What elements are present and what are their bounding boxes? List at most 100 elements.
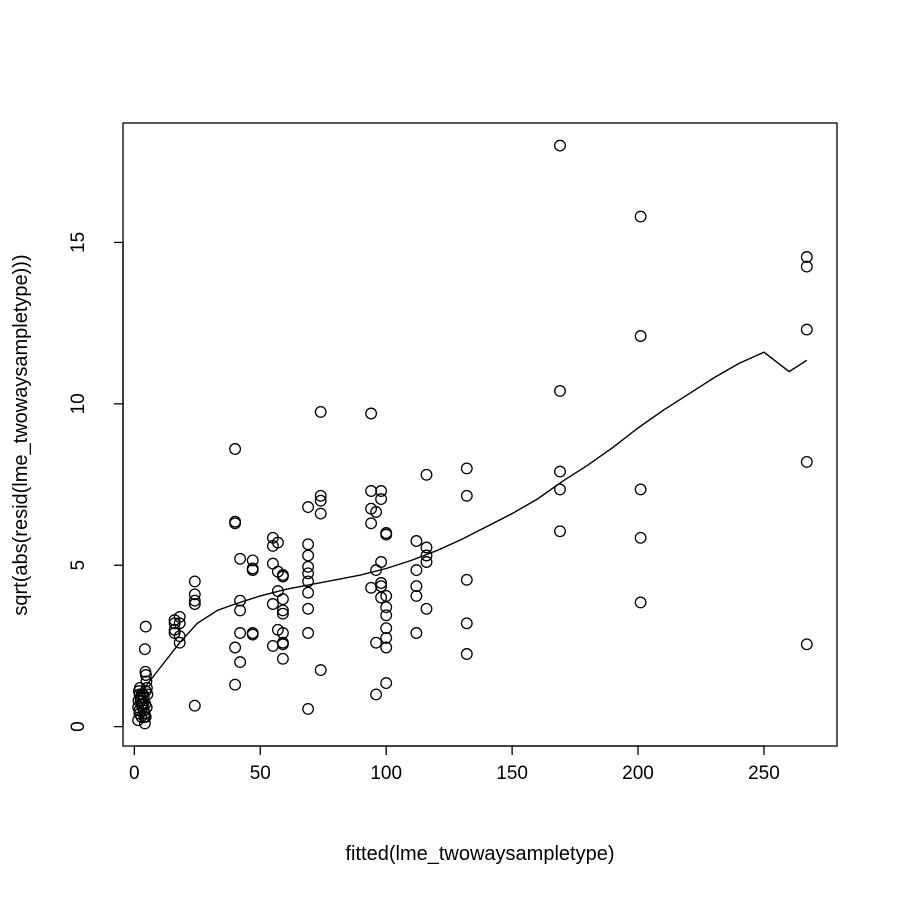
data-point — [420, 541, 433, 554]
data-point — [375, 577, 388, 589]
smoothed-trend-line — [137, 351, 808, 697]
data-point — [302, 567, 315, 580]
x-tick-label: 150 — [496, 763, 528, 784]
y-tick-label: 15 — [68, 232, 89, 253]
data-point — [410, 580, 423, 593]
data-point — [276, 570, 289, 583]
data-point — [314, 405, 327, 418]
data-point — [229, 641, 242, 654]
data-point — [302, 549, 315, 562]
data-point — [554, 384, 566, 397]
plot-frame — [122, 122, 838, 747]
data-point — [420, 549, 433, 562]
x-tick-label: 200 — [622, 763, 654, 784]
data-point — [276, 604, 289, 617]
data-point — [229, 678, 242, 691]
y-tick-label: 10 — [68, 393, 89, 414]
data-point — [365, 407, 378, 420]
data-point — [234, 627, 247, 639]
data-point — [380, 528, 393, 541]
data-point — [370, 636, 383, 649]
data-point — [370, 688, 383, 701]
data-point — [246, 554, 259, 567]
data-point — [266, 639, 279, 652]
data-point — [133, 688, 146, 701]
data-point — [188, 575, 201, 588]
data-point — [302, 538, 315, 551]
data-point — [229, 517, 242, 530]
data-point — [410, 589, 423, 602]
x-tick-label: 0 — [129, 763, 140, 784]
data-point — [276, 593, 289, 606]
data-point — [266, 557, 279, 570]
data-point — [375, 591, 388, 604]
data-point — [135, 710, 148, 723]
data-point — [188, 699, 201, 712]
data-point — [314, 489, 327, 502]
data-point — [266, 598, 279, 610]
data-point — [234, 552, 247, 565]
data-point — [302, 586, 315, 599]
data-point — [302, 627, 315, 639]
x-tick-label: 100 — [370, 763, 402, 784]
data-point — [800, 323, 813, 336]
data-point — [634, 483, 647, 496]
x-axis: 0 50 100 150 200 250 — [129, 745, 780, 784]
data-point — [370, 506, 383, 518]
data-point — [139, 669, 152, 681]
data-point — [380, 677, 393, 690]
data-point — [140, 675, 153, 688]
data-point — [276, 652, 289, 665]
data-point — [246, 628, 259, 641]
x-tick-label: 250 — [748, 763, 780, 784]
data-point — [246, 564, 259, 577]
data-point — [460, 489, 473, 502]
data-point — [375, 580, 388, 593]
data-point — [138, 707, 151, 720]
data-point — [375, 493, 388, 506]
data-point — [234, 656, 247, 669]
data-point — [173, 636, 186, 649]
data-point — [138, 717, 151, 730]
data-point — [188, 588, 201, 601]
data-point — [276, 607, 289, 620]
data-point — [634, 531, 647, 544]
data-point — [314, 507, 327, 520]
data-point — [380, 589, 393, 602]
data-point — [302, 602, 315, 615]
data-point — [380, 622, 393, 635]
data-point — [173, 617, 186, 630]
data-point — [276, 638, 289, 651]
data-point — [380, 641, 393, 654]
data-point — [634, 330, 647, 342]
data-point — [271, 536, 284, 549]
x-axis-label: fitted(lme_twowaysampletype) — [346, 843, 615, 865]
data-point — [375, 485, 388, 497]
data-point — [800, 455, 813, 468]
data-point — [410, 535, 423, 547]
data-point — [375, 556, 388, 568]
data-point — [380, 601, 393, 614]
data-point — [380, 609, 393, 622]
y-axis: 0 5 10 15 — [68, 232, 124, 732]
data-point — [554, 465, 566, 478]
data-point — [420, 556, 433, 568]
data-point — [365, 517, 378, 530]
data-point — [460, 648, 473, 660]
data-point — [276, 627, 289, 639]
data-point — [365, 581, 378, 594]
data-point — [410, 627, 423, 639]
data-point — [460, 573, 473, 586]
data-point — [460, 617, 473, 630]
data-point — [420, 468, 433, 481]
data-point — [314, 664, 327, 677]
data-point — [139, 620, 152, 633]
data-point — [188, 594, 201, 607]
y-tick-label: 5 — [68, 560, 89, 571]
data-point — [302, 501, 315, 514]
data-point — [410, 564, 423, 577]
data-point — [173, 610, 186, 623]
data-point — [365, 485, 378, 497]
data-point — [554, 525, 566, 538]
